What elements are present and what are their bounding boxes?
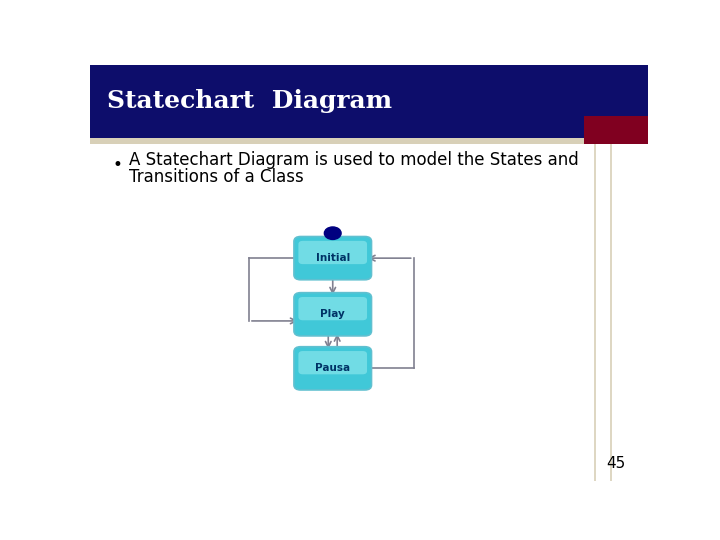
Text: •: • xyxy=(112,156,122,173)
Text: Initial: Initial xyxy=(315,253,350,263)
FancyBboxPatch shape xyxy=(298,297,367,320)
Text: 45: 45 xyxy=(606,456,626,471)
FancyBboxPatch shape xyxy=(298,241,367,264)
Circle shape xyxy=(324,227,341,239)
Text: A Statechart Diagram is used to model the States and: A Statechart Diagram is used to model th… xyxy=(129,151,579,168)
Bar xyxy=(584,116,648,144)
Text: Play: Play xyxy=(320,309,345,319)
Text: Statechart  Diagram: Statechart Diagram xyxy=(107,89,392,113)
FancyBboxPatch shape xyxy=(294,237,372,280)
Text: Pausa: Pausa xyxy=(315,363,351,373)
Bar xyxy=(90,138,648,144)
Text: Transitions of a Class: Transitions of a Class xyxy=(129,168,304,186)
FancyBboxPatch shape xyxy=(298,351,367,374)
Bar xyxy=(90,65,648,138)
FancyBboxPatch shape xyxy=(294,347,372,390)
FancyBboxPatch shape xyxy=(294,293,372,336)
